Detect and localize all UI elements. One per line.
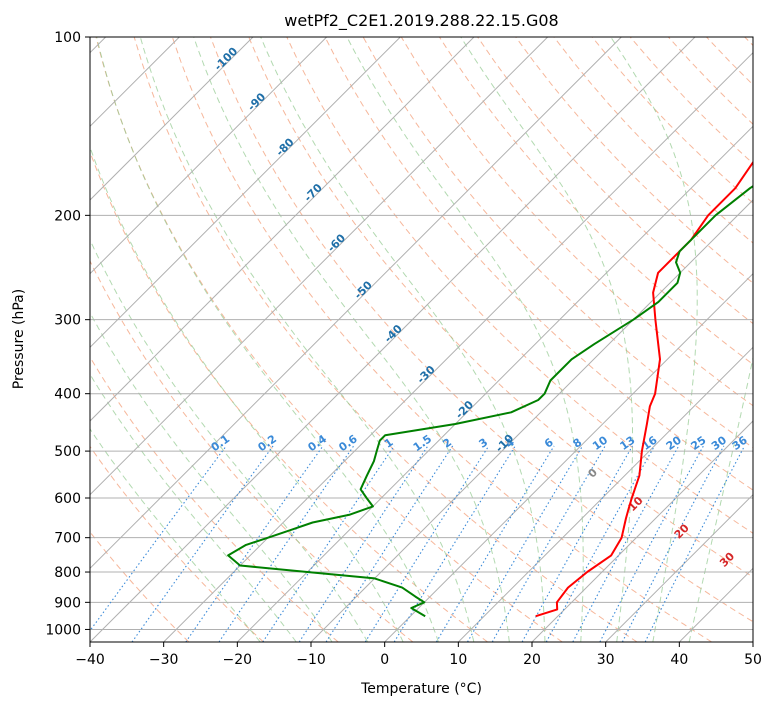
isotherm-line (236, 125, 753, 642)
mixing-ratio-line (364, 445, 490, 642)
x-tick-label: 0 (380, 652, 389, 668)
moist-adiabat-line (260, 37, 546, 642)
mixing-ratio-line (644, 445, 746, 642)
moist-adiabat-line (90, 428, 261, 642)
mixing-ratio-line (185, 445, 324, 642)
y-tick-label: 100 (54, 30, 81, 46)
isotherm-line (90, 37, 549, 496)
isotherm-line (605, 493, 753, 642)
moist-adiabat-line (90, 238, 369, 642)
dewpoint-profile (227, 184, 753, 618)
dry-adiabat-line (90, 356, 339, 642)
dry-adiabat-line (286, 37, 753, 534)
profile-traces (227, 160, 753, 618)
isotherm-line (90, 37, 475, 422)
mixing-ratio-line (325, 445, 454, 642)
x-tick-label: 50 (744, 652, 762, 668)
x-tick-label: 20 (523, 652, 541, 668)
mixing-ratio-line (621, 445, 725, 642)
x-tick-label: −20 (223, 652, 253, 668)
dry-adiabat-line (210, 37, 753, 623)
dry-adiabat-line (90, 445, 264, 642)
isotherm-line (163, 51, 753, 642)
moist-adiabat-line (139, 37, 475, 642)
isotherm-line (384, 272, 753, 642)
y-tick-label: 200 (54, 208, 81, 224)
isotherm-line (90, 37, 328, 275)
mixing-ratio-line (521, 445, 633, 642)
dry-adiabat-line (248, 37, 753, 578)
moist-adiabat-line (688, 355, 753, 642)
isotherm-line (90, 37, 254, 201)
x-tick-label: −30 (149, 652, 179, 668)
moist-adiabat-line (460, 37, 634, 642)
dry-adiabat-line (90, 259, 414, 642)
isotherm-line (90, 37, 622, 570)
y-tick-label: 800 (54, 565, 81, 581)
y-axis: 1000 900 800 700 600 500 400 300 200 100 (45, 30, 90, 638)
x-tick-label: 40 (670, 652, 688, 668)
x-tick-label: 30 (597, 652, 615, 668)
mixing-ratio-line (435, 445, 555, 642)
y-tick-label: 400 (54, 387, 81, 403)
mixing-ratio-line (131, 445, 274, 642)
y-axis-label: Pressure (hPa) (11, 289, 27, 389)
dry-adiabat-line (133, 37, 638, 642)
dry-adiabat-line (171, 37, 712, 642)
temperature-profile (535, 160, 753, 618)
mixing-ratio-line (262, 445, 395, 642)
y-tick-label: 500 (54, 444, 81, 460)
moist-adiabat-line (90, 373, 297, 642)
mixing-ratio-line (393, 445, 516, 642)
x-axis: −40 −30 −20 −10 0 10 20 30 40 50 (75, 642, 762, 668)
moist-adiabat-line (346, 37, 584, 642)
x-tick-label: 10 (449, 652, 467, 668)
isotherm-line (90, 37, 696, 642)
isotherm-line (531, 420, 753, 642)
moist-adiabat-line (610, 37, 698, 642)
x-tick-label: −10 (296, 652, 326, 668)
y-tick-label: 1000 (45, 622, 81, 638)
mixing-ratio-line (298, 445, 429, 642)
mixing-ratio-line (218, 445, 355, 642)
isotherm-line (310, 199, 753, 642)
dry-adiabat-line (95, 37, 563, 642)
y-tick-label: 600 (54, 491, 81, 507)
y-tick-label: 700 (54, 531, 81, 547)
plot-frame (89, 36, 754, 643)
x-axis-label: Temperature (°C) (360, 681, 482, 697)
moist-adiabat-line (90, 311, 333, 642)
mixing-ratio-line (545, 445, 656, 642)
moist-adiabat-line (193, 37, 510, 642)
y-tick-label: 900 (54, 595, 81, 611)
dry-adiabat-line (515, 37, 753, 284)
moist-adiabat-line (90, 145, 404, 642)
isotherm-line (90, 37, 401, 349)
y-tick-label: 300 (54, 313, 81, 329)
x-tick-label: −40 (75, 652, 105, 668)
mixing-ratio-line (467, 445, 584, 642)
dry-adiabat-line (324, 37, 753, 491)
chart-title: wetPf2_C2E1.2019.288.22.15.G08 (284, 11, 558, 31)
isotherm-line (457, 346, 753, 642)
